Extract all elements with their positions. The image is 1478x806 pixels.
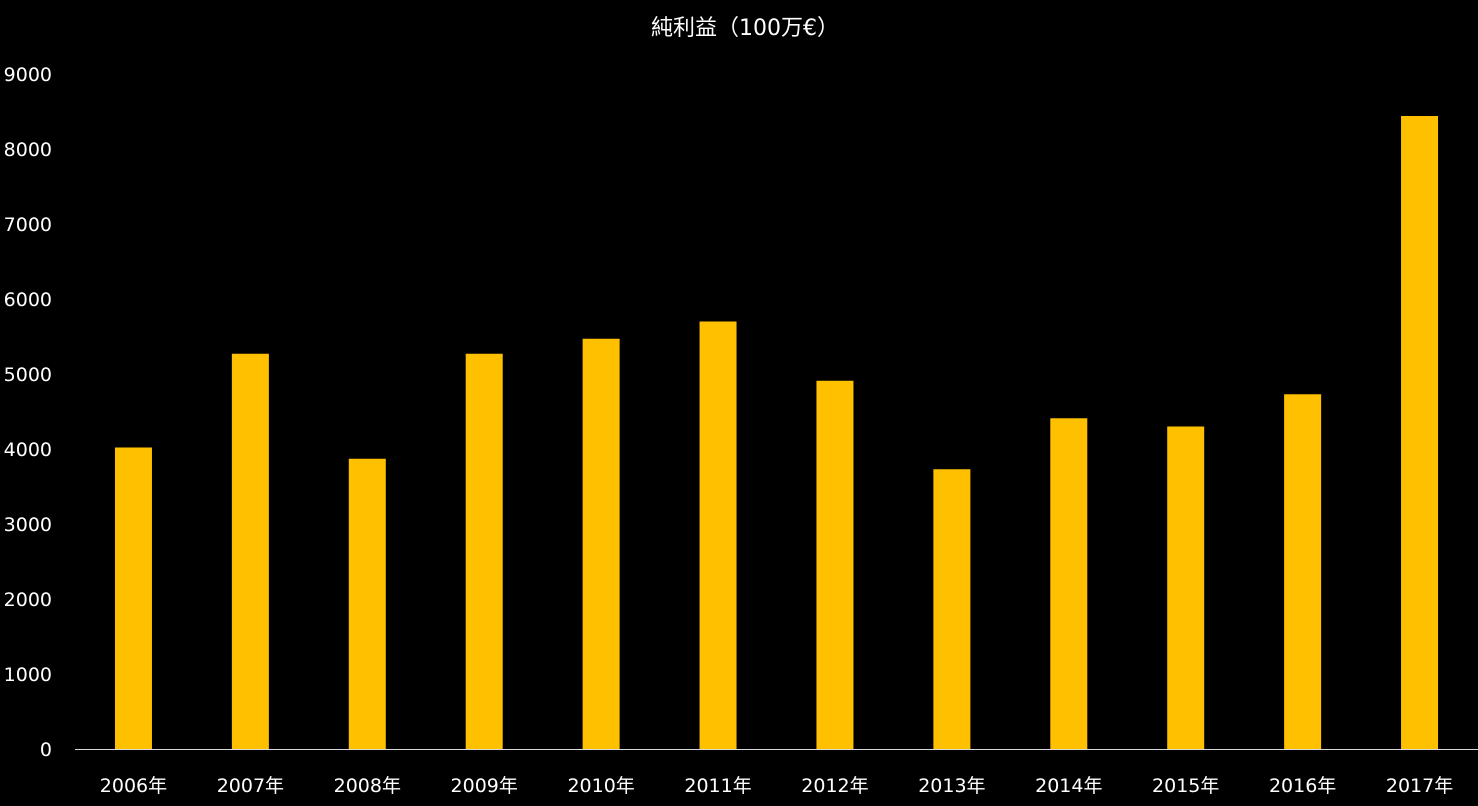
bar — [933, 469, 971, 749]
bar — [582, 338, 620, 749]
x-tick-label: 2006年 — [100, 775, 167, 797]
bar — [1401, 116, 1439, 749]
y-tick-label: 2000 — [4, 589, 52, 611]
bar — [465, 353, 503, 749]
x-tick-label: 2013年 — [918, 775, 985, 797]
x-tick-label: 2016年 — [1269, 775, 1336, 797]
y-axis-ticks: 0 1000 2000 3000 4000 5000 6000 7000 8000 9000 — [4, 64, 52, 761]
bar — [1050, 418, 1088, 749]
y-tick-label: 3000 — [4, 514, 52, 536]
y-tick-label: 4000 — [4, 439, 52, 461]
x-tick-label: 2007年 — [217, 775, 284, 797]
y-tick-label: 0 — [40, 739, 52, 761]
x-tick-label: 2008年 — [334, 775, 401, 797]
x-tick-label: 2010年 — [567, 775, 634, 797]
x-tick-label: 2014年 — [1035, 775, 1102, 797]
x-tick-label: 2012年 — [801, 775, 868, 797]
y-tick-label: 9000 — [4, 64, 52, 86]
y-tick-label: 1000 — [4, 664, 52, 686]
bar — [1167, 426, 1205, 749]
x-tick-label: 2015年 — [1152, 775, 1219, 797]
bar — [114, 447, 152, 749]
y-tick-label: 8000 — [4, 139, 52, 161]
bars — [114, 116, 1439, 749]
bar — [699, 321, 737, 749]
x-tick-label: 2009年 — [451, 775, 518, 797]
y-tick-label: 5000 — [4, 364, 52, 386]
x-tick-label: 2011年 — [684, 775, 751, 797]
bar — [348, 458, 386, 749]
bar — [1284, 394, 1322, 749]
bar — [231, 353, 269, 749]
y-tick-label: 6000 — [4, 289, 52, 311]
x-axis-ticks: 2006年 2007年 2008年 2009年 2010年 2011年 2012年 2013年… — [100, 775, 1453, 797]
x-tick-label: 2017年 — [1386, 775, 1453, 797]
y-tick-label: 7000 — [4, 214, 52, 236]
chart-title: 純利益（100万€） — [651, 16, 839, 41]
bar — [816, 380, 854, 749]
